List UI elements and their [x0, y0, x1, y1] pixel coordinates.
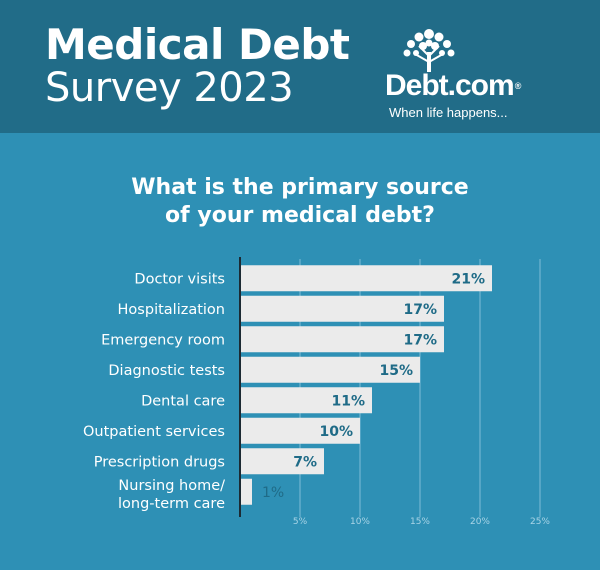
x-tick-label: 10%: [350, 517, 370, 527]
bar: [240, 295, 444, 322]
category-label: Prescription drugs: [94, 454, 225, 470]
bar: [240, 356, 420, 383]
data-label: 17%: [403, 332, 437, 348]
category-label: Outpatient services: [83, 424, 225, 440]
survey-title-line2: Survey 2023: [45, 65, 294, 111]
data-label: 15%: [379, 363, 413, 379]
category-label: Diagnostic tests: [108, 363, 225, 379]
bar: [240, 448, 324, 475]
header-banner: Medical Debt Survey 2023 Debt.com® When …: [0, 0, 600, 133]
category-label: Doctor visits: [134, 271, 225, 287]
question-line1: What is the primary source: [131, 175, 469, 200]
data-label: 1%: [262, 485, 284, 501]
bar: [240, 387, 372, 414]
x-tick-label: 15%: [410, 517, 430, 527]
category-label: Dental care: [141, 393, 225, 409]
category-label: Hospitalization: [118, 302, 225, 318]
bar: [240, 265, 492, 292]
data-label: 21%: [451, 271, 485, 287]
category-label: Nursing home/: [118, 478, 225, 494]
category-label: long-term care: [118, 496, 225, 512]
category-label: Emergency room: [101, 332, 225, 348]
debt-com-logo: Debt.com® When life happens...: [385, 22, 565, 120]
data-label: 17%: [403, 302, 437, 318]
bar: [240, 326, 444, 353]
logo-wordmark: Debt.com®: [385, 69, 521, 102]
question-line2: of your medical debt?: [165, 203, 435, 228]
x-tick-label: 20%: [470, 517, 490, 527]
data-label: 10%: [319, 424, 353, 440]
bar: [240, 417, 360, 444]
bar: [240, 478, 252, 505]
data-label: 7%: [293, 454, 317, 470]
logo-tagline: When life happens...: [389, 105, 508, 120]
chart-question: What is the primary source of your medic…: [0, 174, 600, 230]
x-tick-label: 25%: [530, 517, 550, 527]
data-label: 11%: [331, 393, 365, 409]
x-tick-label: 5%: [293, 517, 308, 527]
tree-logo-icon: [403, 29, 455, 72]
survey-title-line1: Medical Debt: [45, 20, 350, 69]
